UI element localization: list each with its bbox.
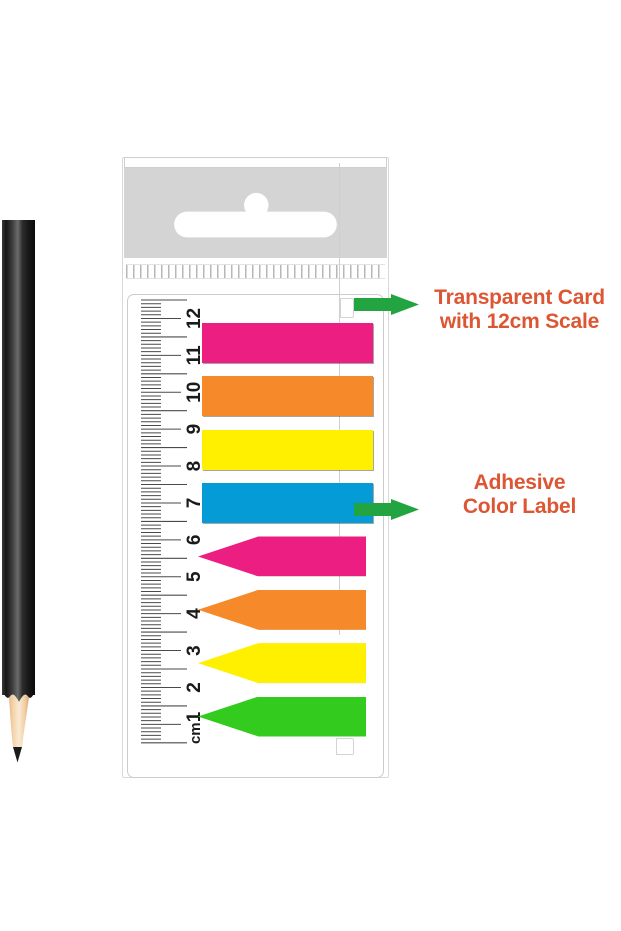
svg-text:6: 6 [184,535,205,546]
svg-text:3: 3 [184,645,205,656]
svg-text:5: 5 [184,571,205,582]
svg-text:cm: cm [187,722,204,744]
svg-text:2: 2 [184,682,205,693]
